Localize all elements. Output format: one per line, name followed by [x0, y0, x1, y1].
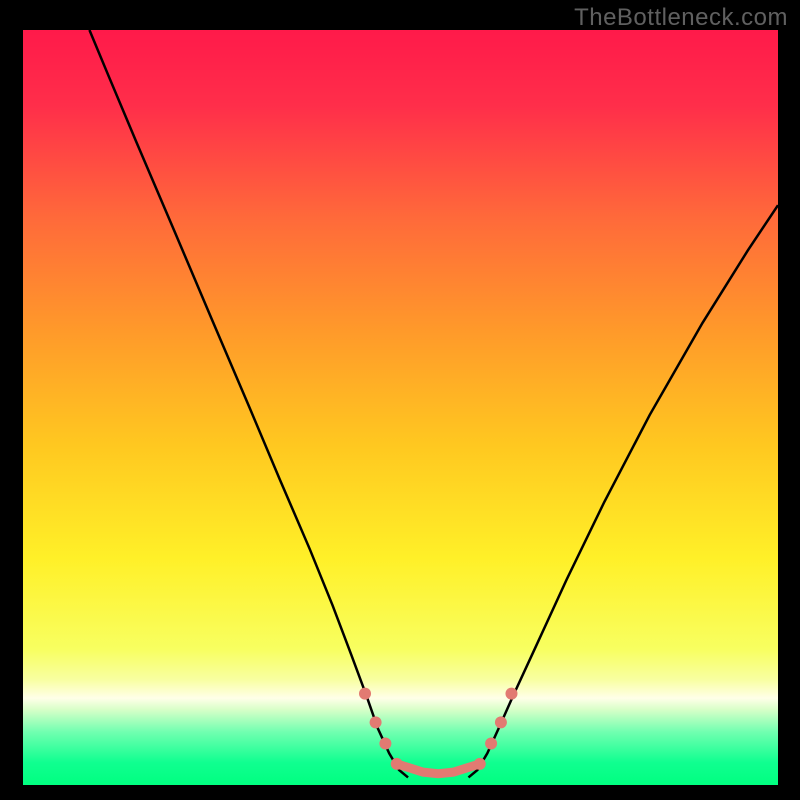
chart-frame: { "watermark": { "text": "TheBottleneck.…: [0, 0, 800, 800]
watermark-text: TheBottleneck.com: [574, 4, 788, 32]
bottom-flat-segment: [397, 764, 480, 774]
bottleneck-curve: [23, 30, 778, 785]
